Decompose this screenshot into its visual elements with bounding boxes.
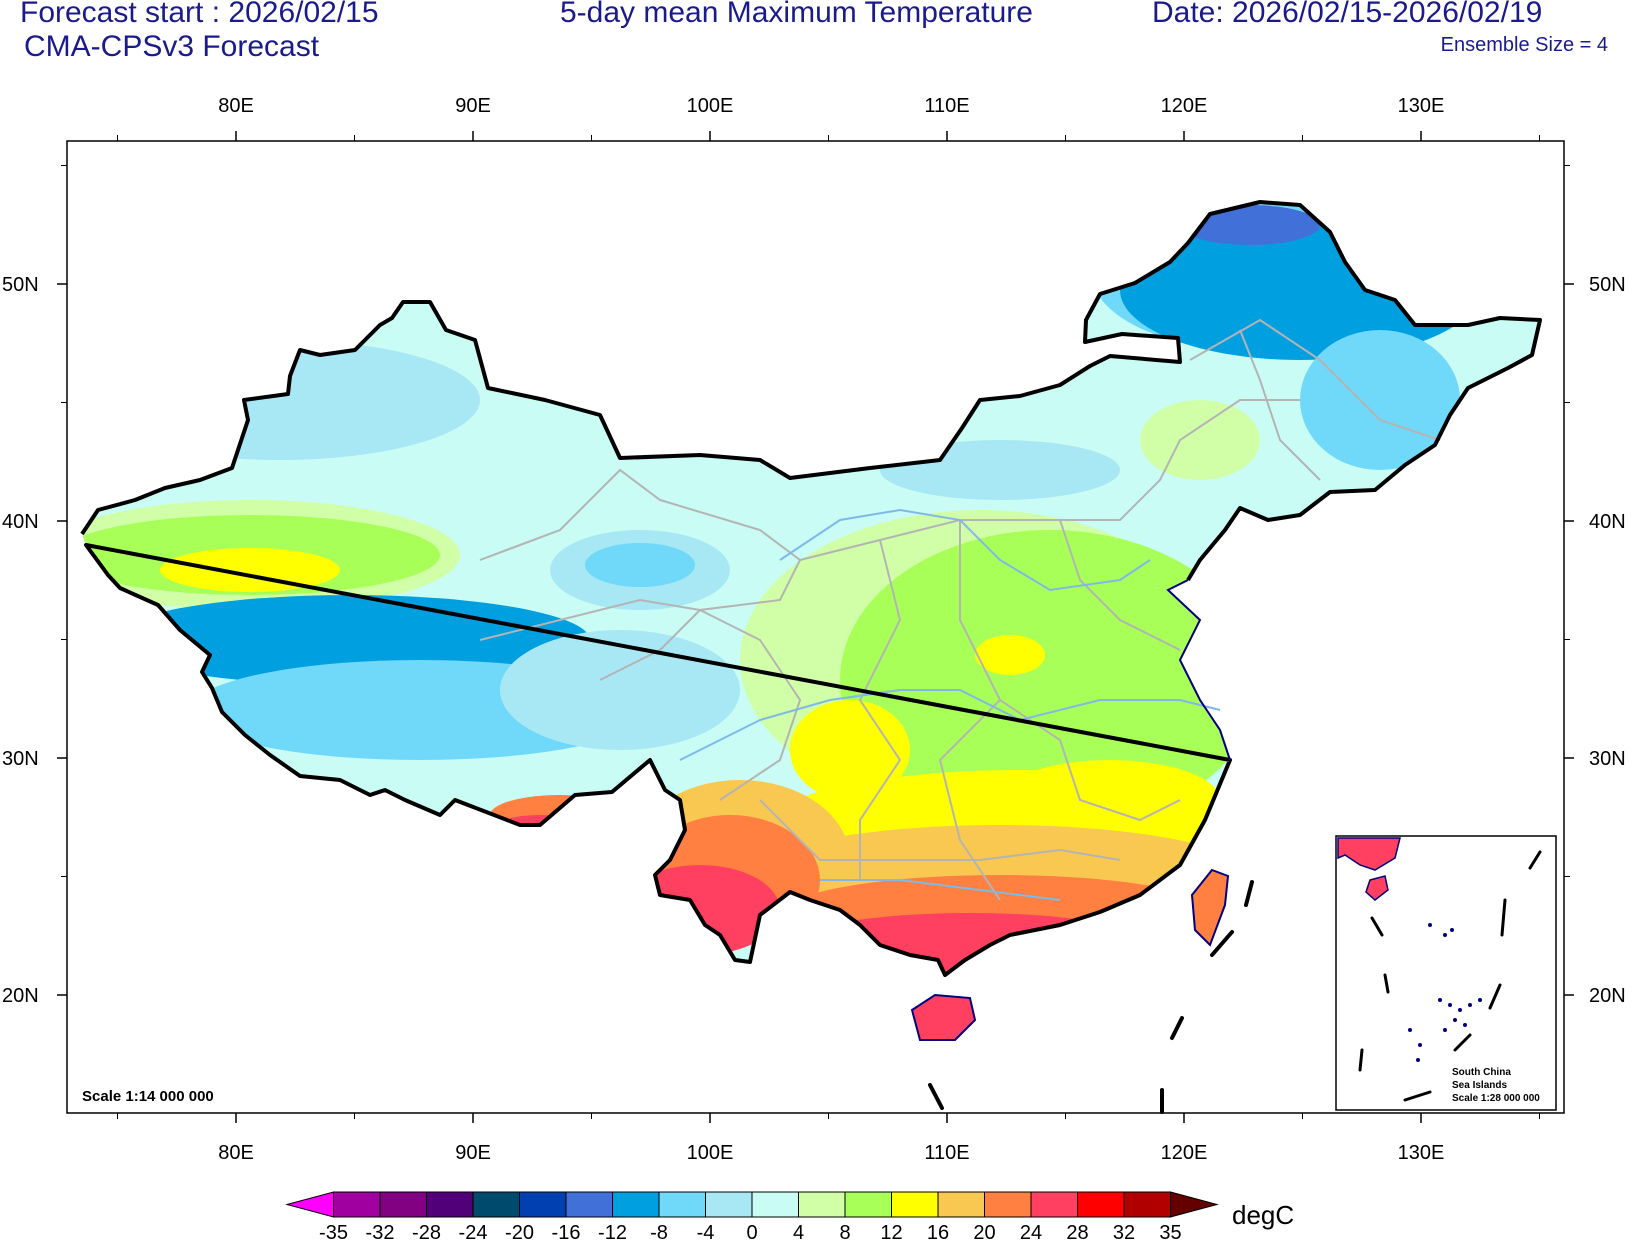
- south-china-sea-inset: [1335, 835, 1557, 1111]
- lon-label-bottom: 100E: [687, 1142, 734, 1164]
- colorbar-swatch: [984, 1191, 1032, 1218]
- colorbar-swatch: [519, 1191, 567, 1218]
- lon-label-bottom: 90E: [455, 1142, 491, 1164]
- inset-scale: Scale 1:28 000 000: [1452, 1093, 1540, 1104]
- lat-label-right: 50N: [1589, 274, 1626, 296]
- lat-label-left: 30N: [2, 748, 39, 770]
- colorbar-swatch: [426, 1191, 474, 1218]
- lat-label-right: 20N: [1589, 985, 1626, 1007]
- hainan-island: [910, 993, 977, 1041]
- lat-label-left: 40N: [2, 511, 39, 533]
- lon-label-bottom: 80E: [218, 1142, 254, 1164]
- colorbar-swatch: [844, 1191, 892, 1218]
- nine-dash-line: [928, 880, 1254, 1114]
- colorbar-level-label: -12: [598, 1222, 627, 1241]
- date-range-label: Date: 2026/02/15-2026/02/19: [1152, 0, 1543, 29]
- inset-mainland: [1337, 837, 1401, 871]
- lon-label-top: 120E: [1161, 95, 1208, 117]
- colorbar-level-label: -20: [505, 1222, 534, 1241]
- province-borders: [479, 318, 1441, 901]
- colorbar-level-label: -4: [697, 1222, 715, 1241]
- colorbar-swatch: [705, 1191, 753, 1218]
- national-border: [80, 200, 1542, 977]
- lon-label-bottom: 110E: [924, 1142, 969, 1164]
- lat-label-right: 40N: [1589, 511, 1626, 533]
- inset-hainan: [1365, 875, 1389, 901]
- colorbar-swatch: [798, 1191, 846, 1218]
- lon-label-top: 130E: [1398, 95, 1445, 117]
- lon-label-top: 90E: [455, 95, 491, 117]
- colorbar-swatch: [1077, 1191, 1125, 1218]
- lon-label-bottom: 130E: [1398, 1142, 1445, 1164]
- colorbar-swatch: [379, 1191, 427, 1218]
- colorbar-swatch: [891, 1191, 939, 1218]
- lat-label-right: 30N: [1589, 748, 1626, 770]
- rivers: [679, 508, 1221, 901]
- colorbar-swatch: [937, 1191, 985, 1218]
- colorbar-level-label: 12: [880, 1222, 902, 1241]
- colorbar: -35 -32 -28 -24 -20 -16 -12 -8 -4 0 4 8 12 16 20 24 28 32…: [285, 1191, 1219, 1241]
- lat-label-left: 50N: [2, 274, 39, 296]
- colorbar-level-label: -16: [552, 1222, 581, 1241]
- ensemble-size-label: Ensemble Size = 4: [1440, 34, 1608, 56]
- colorbar-level-label: -28: [412, 1222, 441, 1241]
- model-label: CMA-CPSv3 Forecast: [24, 30, 320, 63]
- inset-islands: [1408, 923, 1482, 1062]
- colorbar-swatch: [472, 1191, 520, 1218]
- forecast-start-label: Forecast start : 2026/02/15: [20, 0, 379, 29]
- colorbar-level-label: 20: [973, 1222, 995, 1241]
- colorbar-level-label: -8: [650, 1222, 668, 1241]
- colorbar-swatch: [751, 1191, 799, 1218]
- colorbar-level-label: 8: [839, 1222, 850, 1241]
- colorbar-level-label: -24: [459, 1222, 488, 1241]
- colorbar-swatch: [658, 1191, 706, 1218]
- map-scale-label: Scale 1:14 000 000: [82, 1088, 214, 1105]
- colorbar-swatch: [612, 1191, 660, 1218]
- colorbar-level-label: 4: [793, 1222, 804, 1241]
- lon-label-top: 80E: [218, 95, 254, 117]
- map-title: 5-day mean Maximum Temperature: [560, 0, 1033, 29]
- colorbar-level-label: 16: [927, 1222, 949, 1241]
- colorbar-arrow-high: [1170, 1191, 1219, 1218]
- colorbar-level-label: -32: [366, 1222, 395, 1241]
- colorbar-level-label: 28: [1066, 1222, 1088, 1241]
- axis-ticks: 80E 80E 90E 90E 100E 100E 110E 110E 120E 120E 130E…: [2, 95, 1626, 1164]
- inset-title-2: Sea Islands: [1452, 1080, 1507, 1091]
- colorbar-level-label: 35: [1159, 1222, 1181, 1241]
- colorbar-level-label: -35: [319, 1222, 348, 1241]
- taiwan-island: [1190, 868, 1230, 947]
- colorbar-unit: degC: [1232, 1200, 1294, 1230]
- colorbar-swatch: [1030, 1191, 1078, 1218]
- lon-label-top: 110E: [924, 95, 969, 117]
- inset-title-1: South China: [1452, 1067, 1511, 1078]
- lon-label-top: 100E: [687, 95, 734, 117]
- colorbar-swatch: [565, 1191, 613, 1218]
- lat-label-left: 20N: [2, 985, 39, 1007]
- lon-label-bottom: 120E: [1161, 1142, 1208, 1164]
- colorbar-level-label: 24: [1020, 1222, 1042, 1241]
- colorbar-arrow-low: [285, 1191, 334, 1218]
- colorbar-swatch: [1123, 1191, 1171, 1218]
- colorbar-swatch: [333, 1191, 381, 1218]
- colorbar-level-label: 32: [1113, 1222, 1135, 1241]
- colorbar-level-label: 0: [746, 1222, 757, 1241]
- coastline: [1166, 579, 1231, 761]
- inset-nine-dash-line: [1358, 850, 1542, 1102]
